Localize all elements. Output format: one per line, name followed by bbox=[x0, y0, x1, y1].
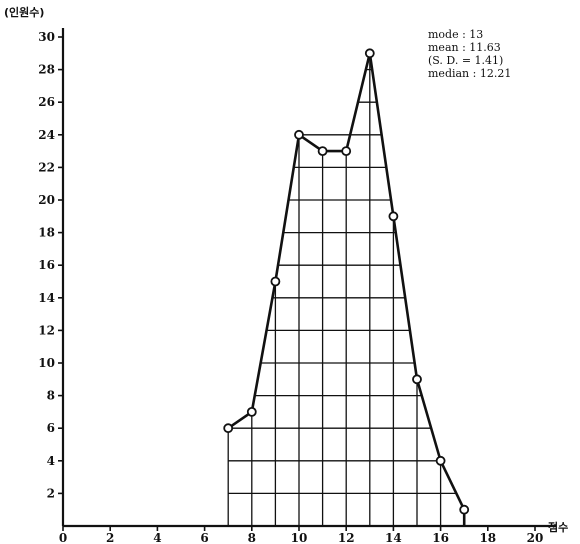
x-tick-label: 6 bbox=[200, 531, 208, 544]
data-point bbox=[435, 455, 446, 466]
x-tick-label: 18 bbox=[479, 531, 496, 544]
y-tick-label: 30 bbox=[38, 30, 55, 44]
annotation-mode: mode : 13 bbox=[428, 28, 483, 41]
y-tick-label: 4 bbox=[47, 454, 55, 468]
x-tick-label: 2 bbox=[106, 531, 114, 544]
y-tick-label: 24 bbox=[38, 128, 55, 142]
y-axis-title: (인원수) bbox=[4, 5, 44, 19]
y-tick-label: 20 bbox=[38, 193, 55, 207]
data-point bbox=[223, 423, 234, 434]
x-tick-label: 10 bbox=[291, 531, 308, 544]
annotation-mean: mean : 11.63 bbox=[428, 41, 501, 54]
annotation-median: median : 12.21 bbox=[428, 67, 511, 80]
data-point bbox=[412, 374, 422, 385]
y-tick-label: 8 bbox=[47, 389, 55, 403]
data-point bbox=[388, 211, 399, 222]
x-tick-label: 12 bbox=[338, 531, 355, 544]
x-tick-label: 8 bbox=[248, 531, 256, 544]
data-point bbox=[317, 146, 328, 157]
x-tick-label: 14 bbox=[385, 531, 402, 544]
annotation-sd: (S. D. = 1.41) bbox=[428, 54, 503, 67]
y-tick-label: 28 bbox=[38, 63, 55, 77]
x-tick-label: 0 bbox=[59, 531, 67, 544]
y-tick-label: 26 bbox=[38, 95, 55, 109]
x-tick-label: 16 bbox=[432, 531, 449, 544]
x-tick-label: 4 bbox=[153, 531, 161, 544]
series bbox=[223, 48, 470, 526]
y-tick-label: 10 bbox=[38, 356, 55, 370]
data-point bbox=[364, 48, 375, 59]
data-point bbox=[270, 276, 281, 287]
y-tick-label: 6 bbox=[47, 421, 55, 435]
y-tick-label: 18 bbox=[38, 226, 55, 240]
grid-under-polygon bbox=[227, 53, 465, 526]
data-point bbox=[341, 146, 352, 157]
stats-annotation: mode : 13 mean : 11.63 (S. D. = 1.41) me… bbox=[428, 28, 511, 80]
y-tick-label: 16 bbox=[38, 258, 55, 272]
x-axis-title: 점수 bbox=[548, 520, 568, 534]
y-tick-label: 22 bbox=[38, 160, 55, 174]
y-tick-label: 12 bbox=[38, 323, 55, 337]
y-tick-label: 14 bbox=[38, 291, 55, 305]
data-point bbox=[459, 504, 470, 515]
axes bbox=[61, 28, 556, 528]
data-point bbox=[294, 129, 304, 140]
x-tick-label: 20 bbox=[527, 531, 544, 544]
data-point bbox=[246, 406, 257, 417]
y-tick-label: 2 bbox=[47, 486, 55, 500]
